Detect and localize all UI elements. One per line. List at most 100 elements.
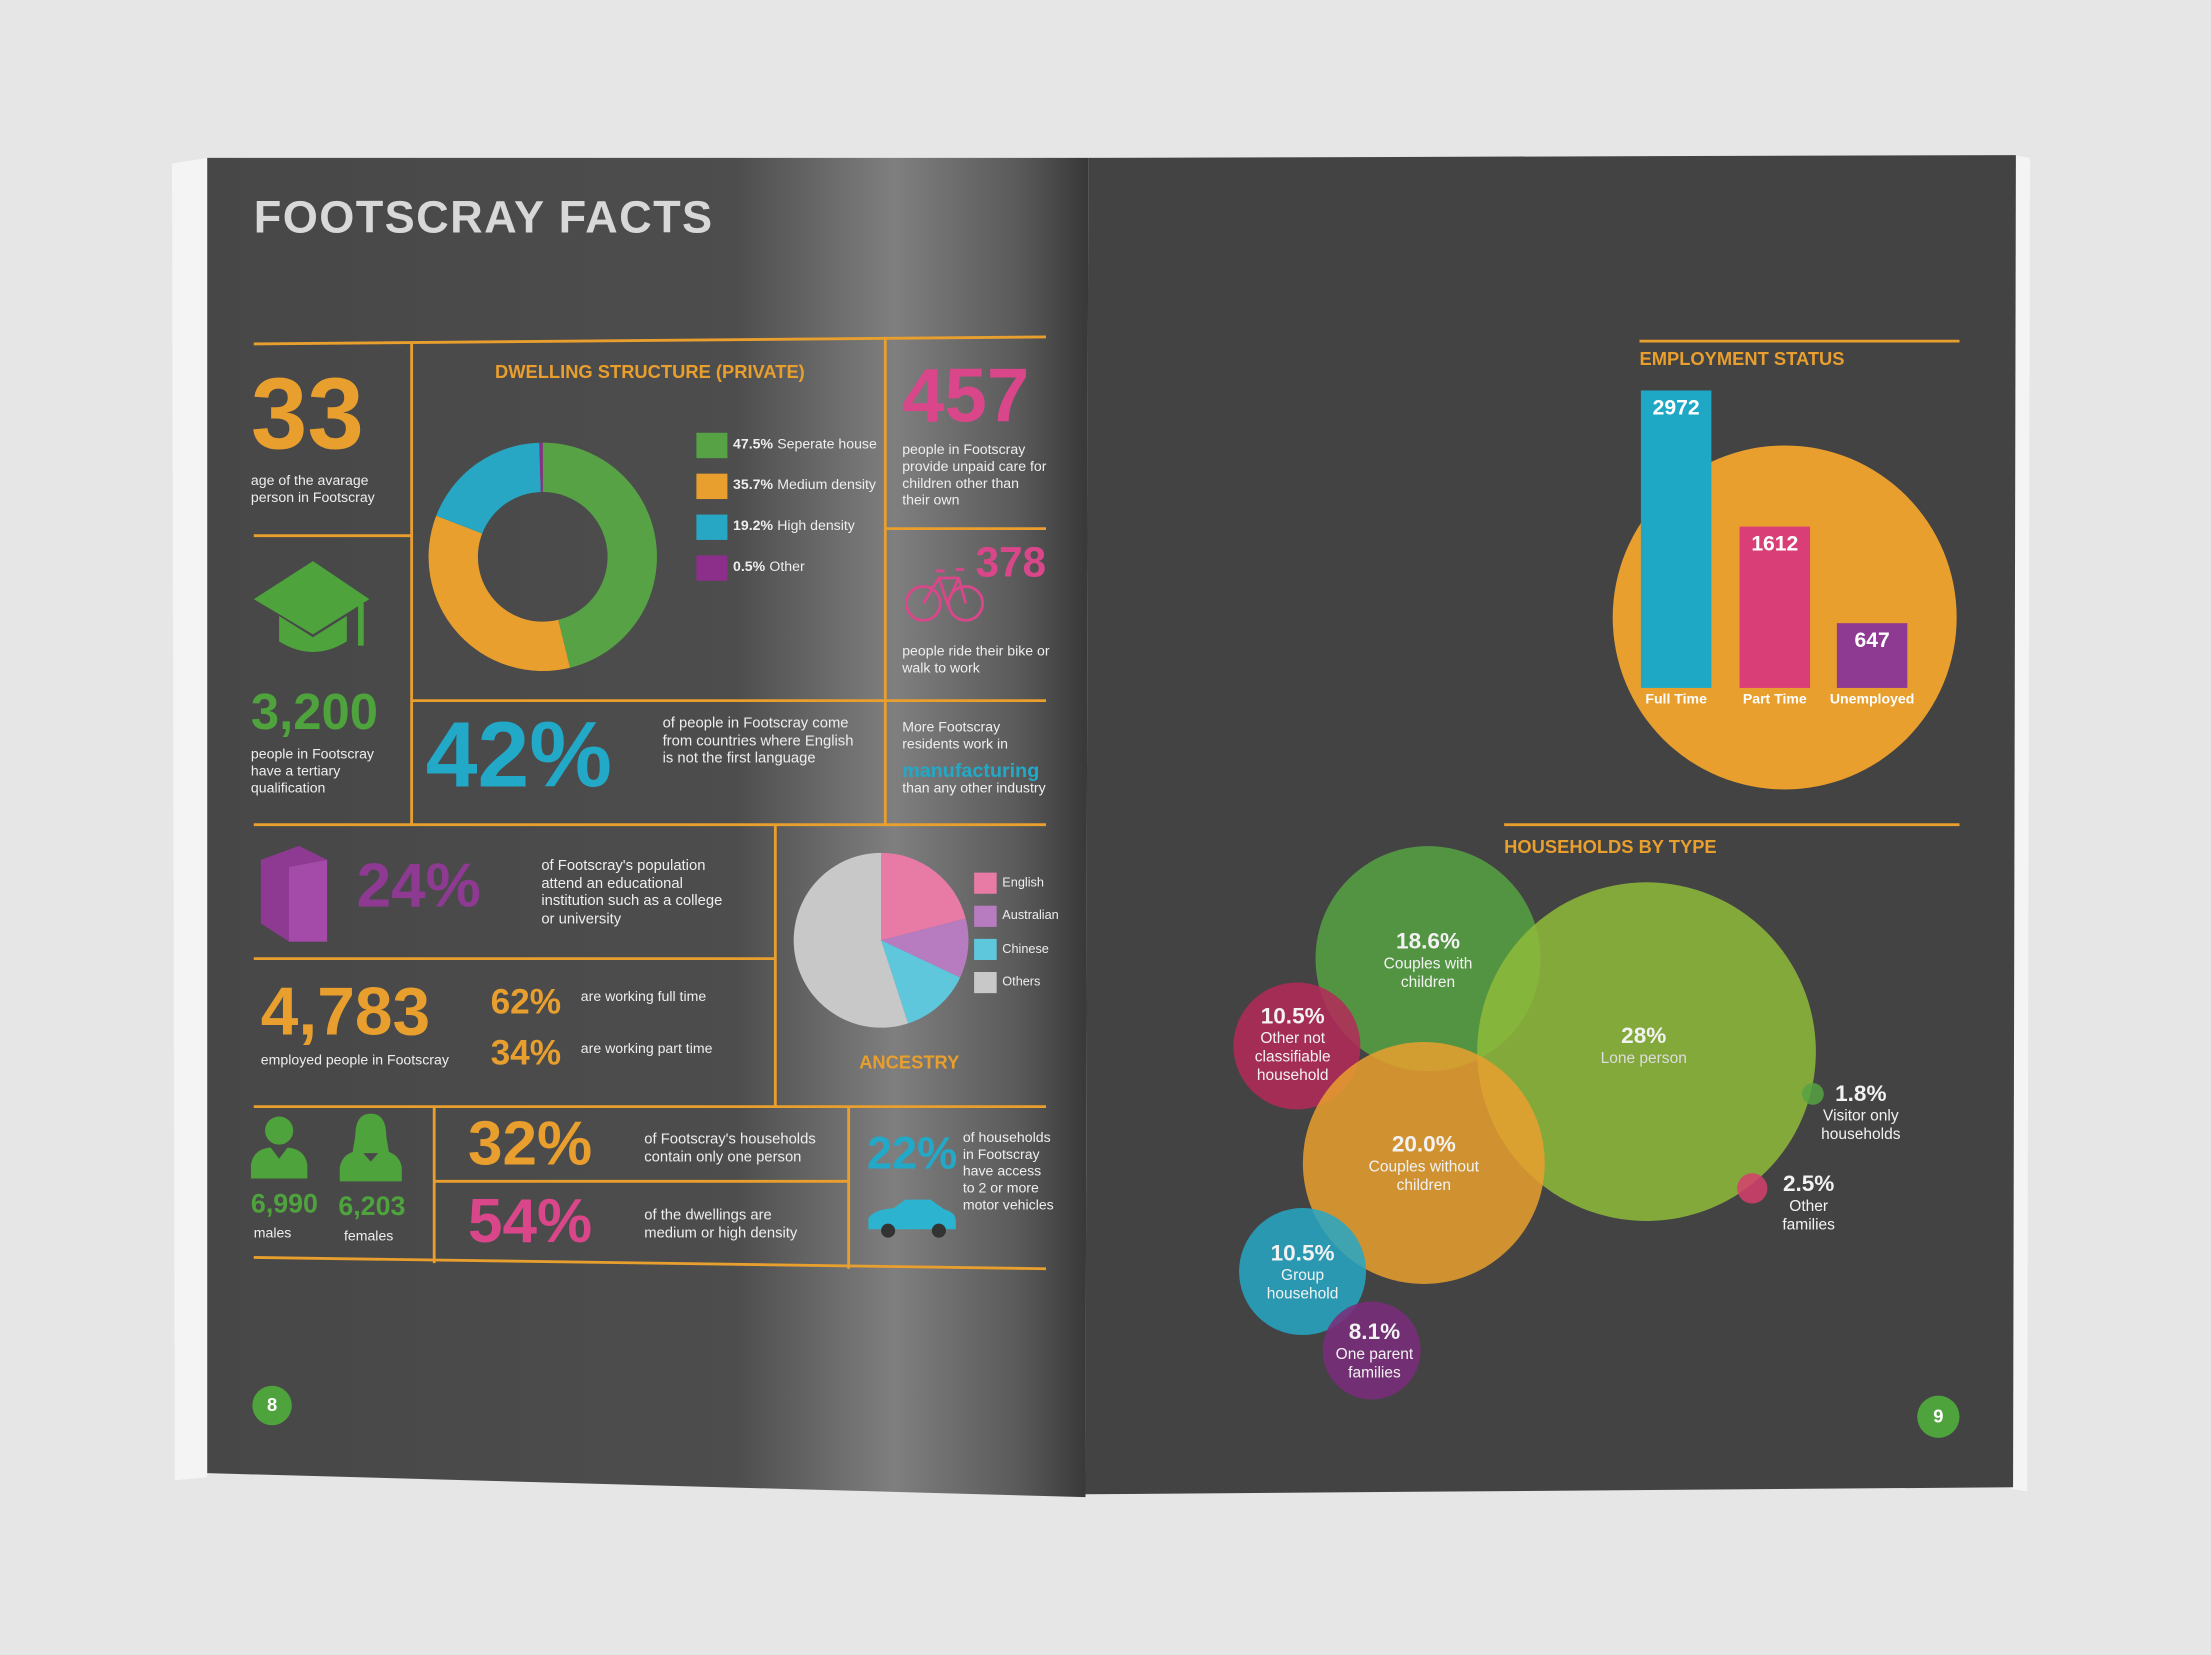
bubble-label: Other not classifiable household — [1254, 1030, 1331, 1085]
fact-figure: 6,203 — [338, 1192, 406, 1223]
fact-text: are working full time — [580, 989, 707, 1006]
page-number: 9 — [1933, 1405, 1944, 1427]
left-page — [207, 157, 1089, 1498]
bar-category: Part Time — [1743, 690, 1807, 706]
fact-text: people ride their bike or walk to work — [902, 644, 1050, 677]
bubble-value: 10.5% — [1260, 1005, 1325, 1030]
page-number-badge — [1917, 1395, 1960, 1438]
fact-text: of households in Footscray have access t… — [962, 1130, 1054, 1214]
slice — [881, 940, 961, 1024]
fact-figure: 6,990 — [250, 1189, 318, 1220]
page-title: FOOTSCRAY FACTS — [253, 191, 714, 243]
bubble-value: 10.5% — [1270, 1241, 1335, 1266]
bubble-value: 20.0% — [1391, 1133, 1456, 1158]
fact-text: females — [343, 1229, 394, 1245]
legend-entry: 47.5% Seperate house — [733, 437, 877, 453]
legend-swatch — [696, 514, 728, 540]
chart-title: DWELLING STRUCTURE (PRIVATE) — [494, 360, 805, 383]
fact-figure: 378 — [975, 539, 1047, 587]
page-number: 8 — [266, 1394, 278, 1416]
fact-figure: 457 — [902, 353, 1030, 439]
bar-value: 1612 — [1751, 533, 1798, 556]
bar-category: Full Time — [1645, 690, 1707, 706]
legend-label: High density — [777, 518, 855, 535]
legend-entry: Others — [1002, 974, 1040, 988]
slice — [436, 442, 541, 534]
bubble-value: 18.6% — [1396, 930, 1461, 955]
fact-highlight: manufacturing — [902, 758, 1040, 781]
bubble-label: Visitor only households — [1821, 1108, 1901, 1144]
bike-icon — [905, 568, 984, 622]
legend-label: Chinese — [1002, 940, 1049, 956]
legend-value: 0.5% — [733, 559, 766, 576]
page-edge — [2010, 155, 2030, 1492]
slice — [542, 442, 657, 668]
bubble-label: Couples with children — [1383, 955, 1473, 992]
fact-text: age of the avarage person in Footscray — [250, 473, 375, 507]
frame-lines — [253, 335, 1960, 1271]
chart-title: HOUSEHOLDS BY TYPE — [1504, 835, 1717, 858]
legend-value: 47.5% — [733, 437, 774, 453]
bubble — [1802, 1083, 1824, 1105]
bubble-label: Other families — [1782, 1198, 1835, 1234]
legend-entry: Chinese — [1002, 941, 1049, 955]
legend-value: 35.7% — [733, 477, 774, 494]
legend-swatch — [974, 938, 997, 961]
legend-entry: 35.7% Medium density — [733, 478, 876, 494]
slice — [539, 442, 543, 493]
slice — [881, 852, 966, 941]
slice — [793, 852, 909, 1028]
bubble-value: 1.8% — [1835, 1082, 1887, 1107]
fact-figure: 62% — [490, 982, 562, 1023]
fact-figure: 4,783 — [260, 975, 431, 1051]
fact-figure: 24% — [356, 851, 481, 921]
bubble — [1477, 882, 1816, 1221]
fact-text: males — [253, 1226, 292, 1242]
bubble — [1239, 1208, 1367, 1336]
slice — [881, 918, 969, 978]
female-icon — [339, 1113, 402, 1182]
bar — [1640, 390, 1712, 688]
legend-entry: English — [1002, 875, 1044, 889]
male-icon — [250, 1116, 308, 1179]
legend-label: Australian — [1002, 907, 1059, 922]
fact-figure: 54% — [468, 1186, 593, 1257]
graduation-icon — [253, 561, 370, 652]
bubble-label: Couples without children — [1368, 1158, 1479, 1195]
bubble-value: 2.5% — [1782, 1172, 1835, 1197]
legend-entry: 0.5% Other — [733, 560, 805, 576]
legend-entry: 19.2% High density — [733, 519, 855, 535]
fact-text: employed people in Footscray — [260, 1053, 449, 1069]
fact-figure: 3,200 — [250, 682, 378, 741]
fact-text: More Footscray residents work in — [902, 720, 1008, 753]
bar — [1739, 526, 1811, 688]
bar-value: 647 — [1854, 629, 1889, 652]
fact-text: of the dwellings are medium or high dens… — [644, 1206, 798, 1242]
bubble-value: 28% — [1621, 1024, 1667, 1049]
legend-label: Medium density — [777, 477, 876, 494]
page-edge — [171, 157, 208, 1481]
slice — [428, 515, 571, 672]
legend-entry: Australian — [1002, 908, 1058, 922]
legend-value: 19.2% — [733, 518, 774, 535]
legend-label: Others — [1002, 974, 1041, 989]
fact-text: of Footscray's population attend an educ… — [541, 857, 723, 928]
fact-text: people in Footscray provide unpaid care … — [902, 442, 1047, 509]
fact-text: are working part time — [580, 1041, 713, 1058]
bubble-label: Lone person — [1600, 1050, 1687, 1068]
bubble — [1322, 1301, 1421, 1400]
legend-label: Seperate house — [777, 437, 877, 453]
bubble-value: 8.1% — [1348, 1320, 1401, 1345]
book-icon — [260, 845, 328, 942]
bar — [1836, 623, 1908, 688]
fact-figure: 22% — [866, 1127, 958, 1179]
bubble — [1302, 1042, 1545, 1284]
legend-swatch — [974, 971, 997, 994]
fact-text: of people in Footscray come from countri… — [662, 714, 854, 768]
bubble-label: One parent families — [1335, 1346, 1414, 1382]
fact-figure: 32% — [468, 1109, 593, 1179]
fact-figure: 33 — [250, 358, 364, 471]
legend-swatch — [696, 555, 728, 581]
legend-swatch — [696, 432, 728, 459]
